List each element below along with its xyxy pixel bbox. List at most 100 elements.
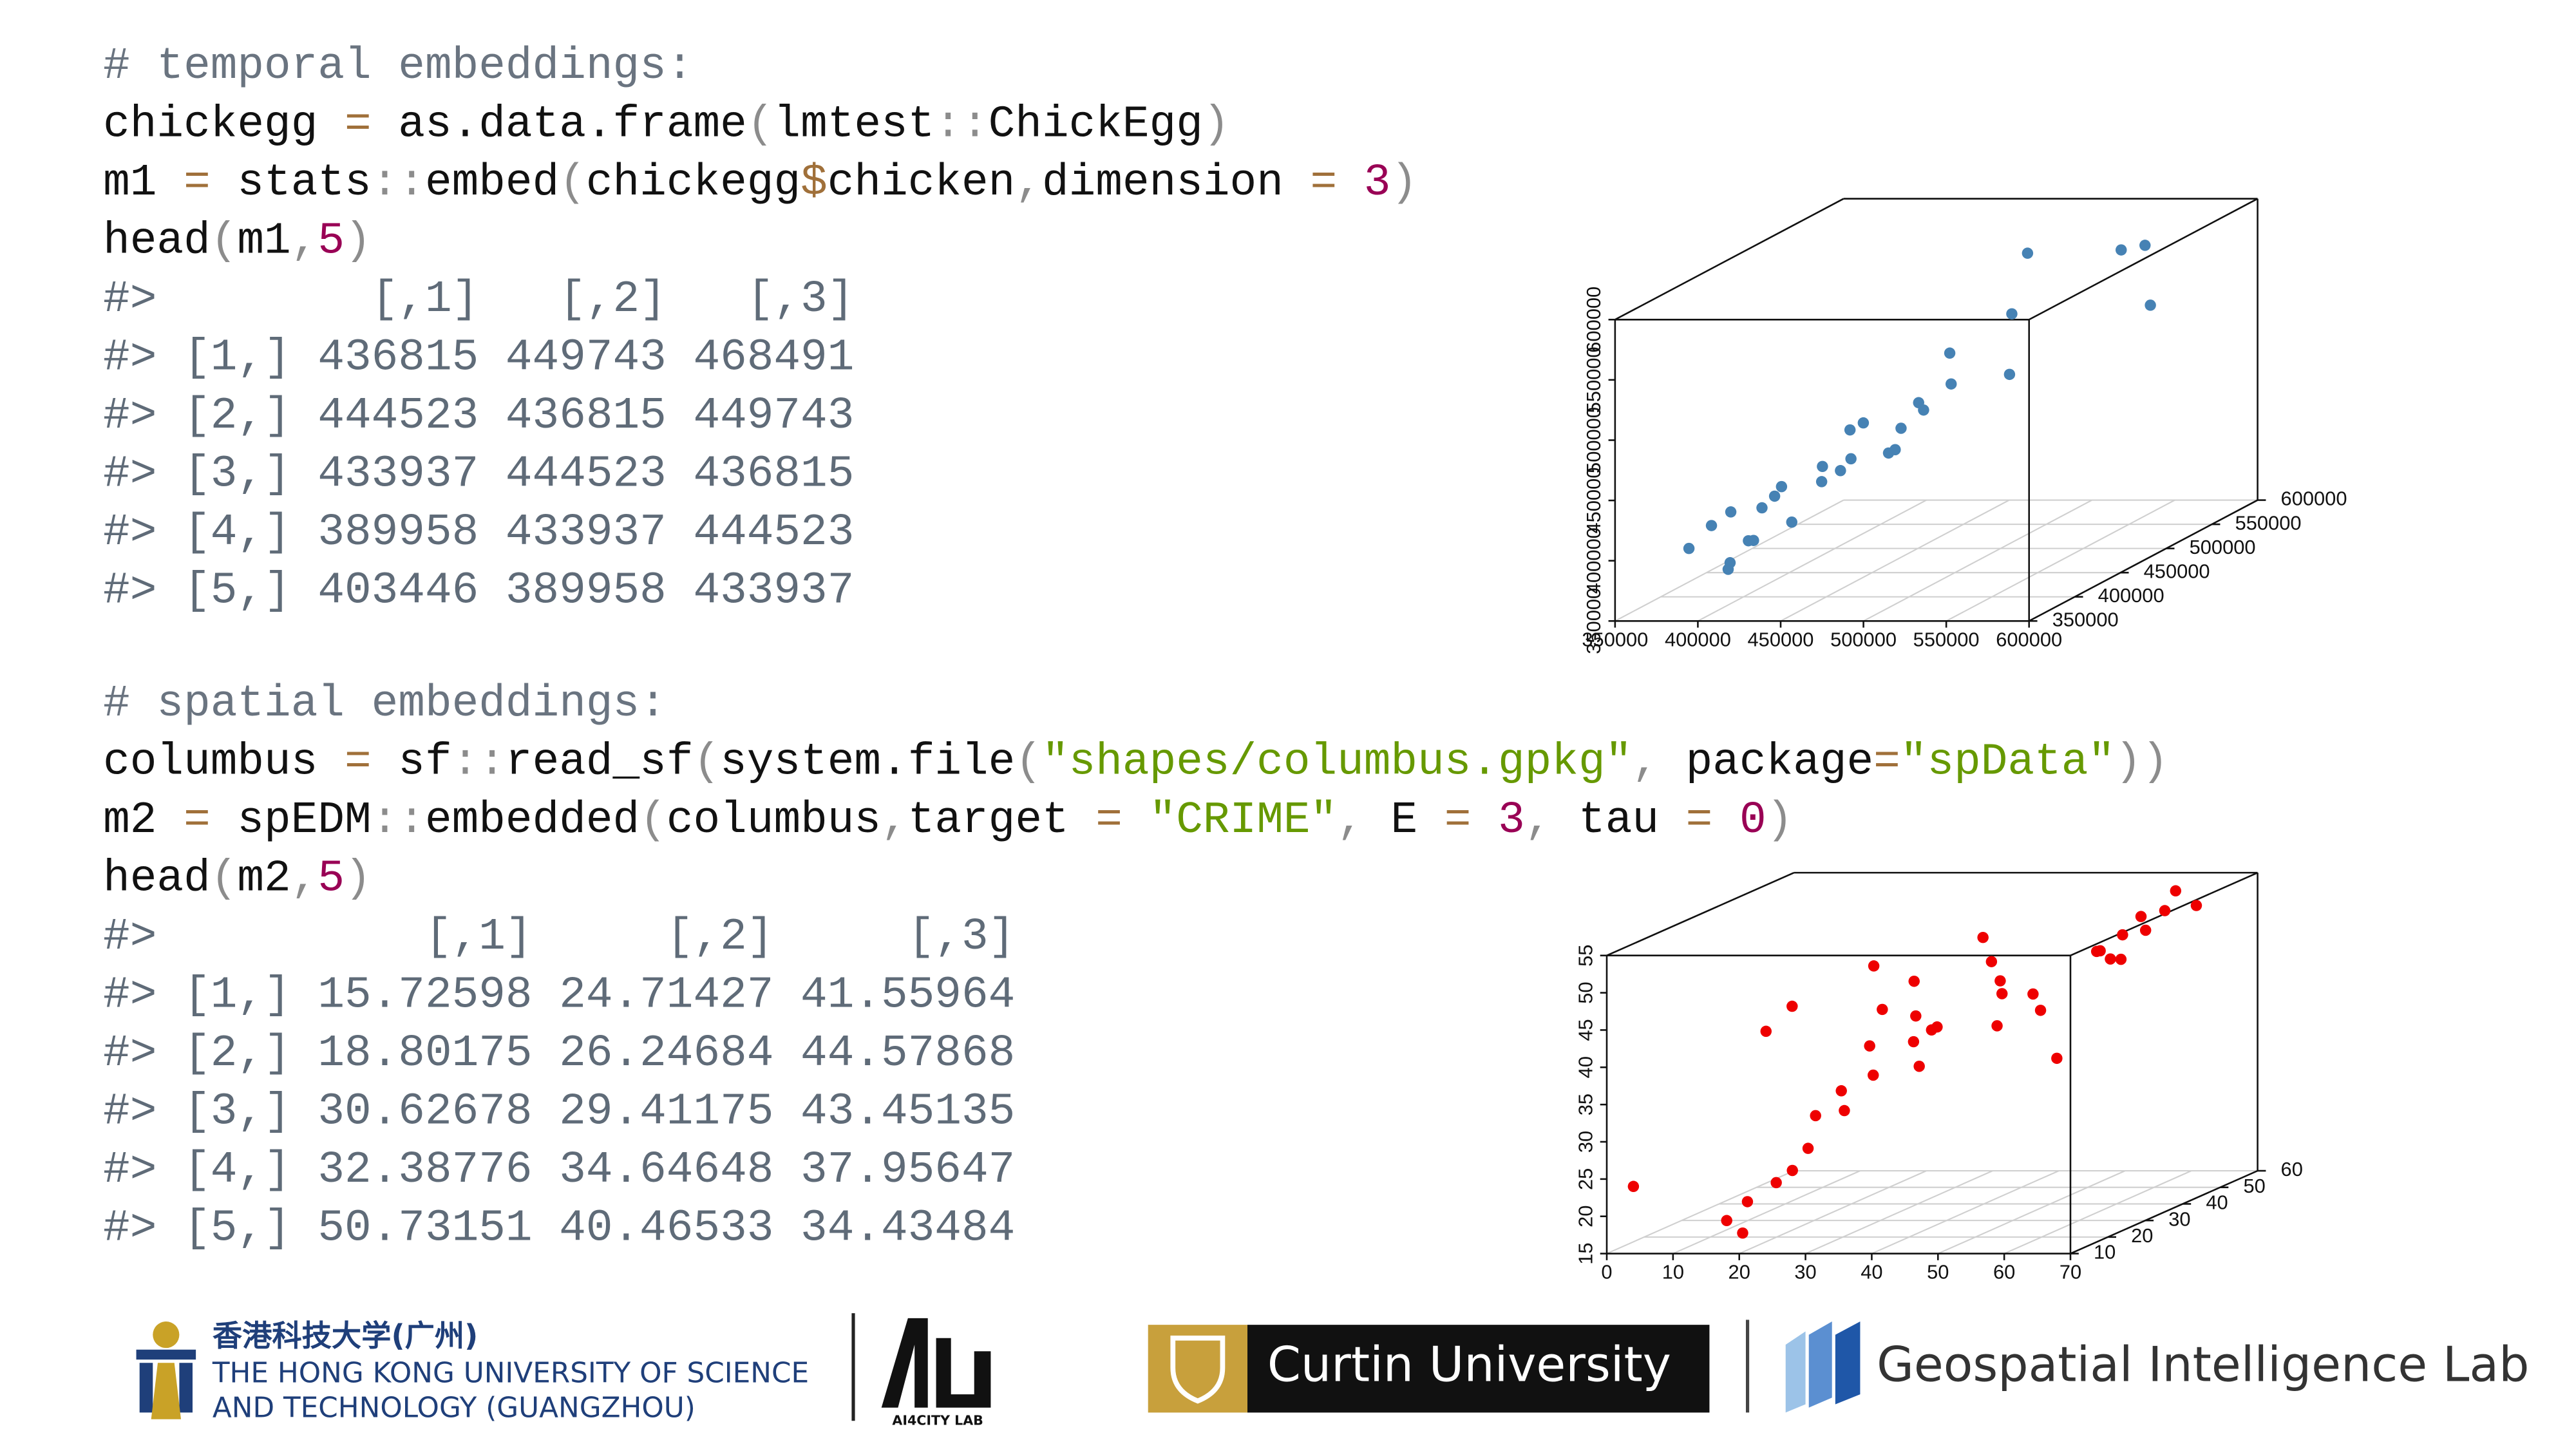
code-token: m1	[103, 157, 156, 208]
point	[1908, 1036, 1920, 1048]
code-token: "spData"	[1900, 737, 2115, 788]
grid-line	[1739, 1170, 1927, 1255]
point	[1725, 506, 1737, 518]
code-token: (	[559, 157, 586, 208]
code-token: =	[156, 795, 237, 846]
z-tick-label: 40	[1574, 1056, 1596, 1078]
point	[1931, 1021, 1943, 1033]
code-token: chickegg	[586, 157, 800, 208]
point	[2034, 1005, 2047, 1016]
y-tick-label: 550000	[2235, 511, 2302, 534]
code-token: #> [5,] 403446 389958 433937	[103, 565, 854, 616]
logo-i	[936, 1338, 991, 1408]
code-line: #> [2,] 18.80175 26.24684 44.57868	[103, 1028, 1015, 1079]
x-tick-label: 20	[1728, 1261, 1750, 1283]
code-token: m2	[237, 853, 290, 904]
code-line: #> [3,] 30.62678 29.41175 43.45135	[103, 1086, 1015, 1137]
geolab-name: Geospatial Intelligence Lab	[1877, 1337, 2529, 1393]
point	[2159, 905, 2171, 916]
point	[1776, 480, 1788, 493]
point	[1945, 378, 1957, 390]
ai4city-name: AI4CITY LAB	[892, 1412, 983, 1428]
point	[2051, 1052, 2063, 1065]
code-token: #> [3,] 433937 444523 436815	[103, 449, 854, 500]
point	[2139, 924, 2152, 936]
point	[2090, 945, 2103, 958]
x-tick-label: 30	[1794, 1261, 1816, 1283]
box-edge	[1606, 871, 1795, 956]
point	[2105, 953, 2116, 965]
point	[1844, 424, 1856, 436]
point	[1722, 564, 1734, 575]
x-tick-label: 70	[2060, 1261, 2081, 1283]
curtin-logo: Curtin University	[1148, 1325, 1710, 1413]
point	[1845, 453, 1857, 465]
point	[1889, 444, 1901, 455]
code-token: =	[317, 99, 398, 150]
point	[1721, 1215, 1732, 1227]
point	[1748, 535, 1759, 546]
code-line: #> [1,] 15.72598 24.71427 41.55964	[103, 970, 1015, 1021]
grid-line	[1672, 1170, 1861, 1255]
code-line: #> [1,] 436815 449743 468491	[103, 332, 854, 383]
code-token: as.data.frame	[398, 99, 746, 150]
point	[1737, 1227, 1748, 1239]
grid-line	[1697, 499, 1927, 622]
geolab-shape	[1808, 1321, 1832, 1408]
z-tick-label: 15	[1574, 1242, 1596, 1264]
curtin-name: Curtin University	[1267, 1337, 1671, 1393]
code-token: ))	[2115, 737, 2168, 788]
point	[1991, 1020, 2003, 1032]
code-line: m2 = spEDM::embedded(columbus,target = "…	[103, 795, 1793, 846]
point	[1910, 1010, 1922, 1022]
point	[1760, 1025, 1772, 1037]
z-tick-label: 20	[1574, 1206, 1596, 1227]
code-line: #> [5,] 50.73151 40.46533 34.43484	[103, 1203, 1015, 1254]
geolab-shape	[1785, 1331, 1806, 1413]
point	[1918, 404, 1929, 416]
code-token: =	[156, 157, 237, 208]
code-token: target	[908, 795, 1069, 846]
code-token: 0	[1739, 795, 1766, 846]
z-tick-label: 55	[1574, 945, 1596, 967]
code-line: #> [3,] 433937 444523 436815	[103, 449, 854, 500]
code-token: #> [4,] 389958 433937 444523	[103, 507, 854, 558]
point	[1768, 490, 1781, 502]
code-token: (	[639, 795, 667, 846]
geolab-shape	[1835, 1321, 1861, 1405]
point	[1994, 975, 2006, 987]
x-tick-label: 50	[1927, 1261, 1949, 1283]
code-token: 3	[1498, 795, 1525, 846]
code-line: head(m2,5)	[103, 853, 372, 904]
code-line: columbus = sf::read_sf(system.file("shap…	[103, 737, 2168, 788]
y-tick-label: 500000	[2190, 536, 2256, 558]
code-token: #> [2,] 18.80175 26.24684 44.57868	[103, 1028, 1015, 1079]
code-token: # temporal embeddings:	[103, 41, 693, 91]
ai4city-logo: AI4CITY LAB	[881, 1318, 991, 1428]
code-line: #> [,1] [,2] [,3]	[103, 274, 854, 325]
grid-line	[1937, 1170, 2126, 1255]
grid-line	[1946, 499, 2175, 622]
code-token: m2	[103, 795, 156, 846]
point	[1627, 1180, 1640, 1193]
code-token: ,	[1015, 157, 1042, 208]
z-tick-label: 50	[1574, 981, 1596, 1003]
point	[1996, 988, 2008, 999]
y-tick-label: 30	[2168, 1208, 2190, 1230]
code-token: )	[1203, 99, 1230, 150]
point	[2117, 929, 2128, 941]
code-token: # spatial embeddings:	[103, 678, 667, 729]
grid-line	[1780, 499, 2010, 622]
point	[1864, 1040, 1875, 1052]
x-tick-label: 0	[1601, 1261, 1612, 1283]
emblem-sun	[153, 1321, 180, 1349]
code-token: $	[800, 157, 828, 208]
point	[2139, 240, 2151, 251]
point	[1977, 931, 1989, 943]
code-token: (	[211, 853, 238, 904]
box-edge	[1615, 198, 1844, 321]
point	[2145, 299, 2156, 311]
code-token: head	[103, 216, 211, 267]
code-token: (	[694, 737, 721, 788]
